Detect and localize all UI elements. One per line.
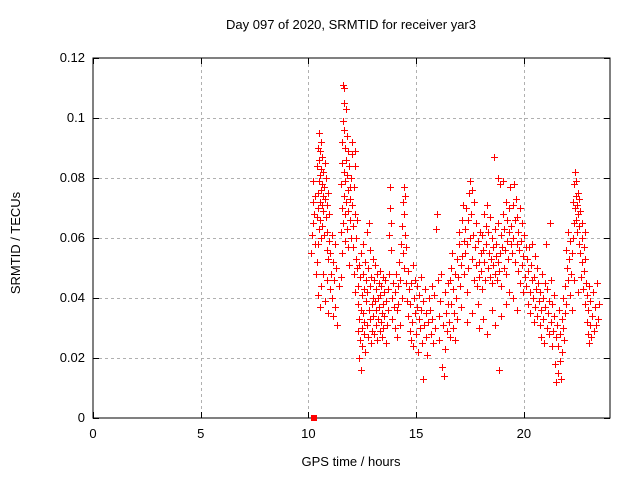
x-axis-label: GPS time / hours [302, 454, 401, 469]
scatter-points [308, 82, 603, 386]
baseline-marker [311, 415, 317, 421]
y-tick-label: 0.02 [60, 350, 85, 365]
y-tick-label: 0.1 [67, 110, 85, 125]
y-tick-label: 0 [78, 410, 85, 425]
y-axis-label: SRMTID / TECUs [8, 191, 23, 294]
x-tick-label: 10 [301, 426, 315, 441]
x-tick-label: 0 [89, 426, 96, 441]
y-tick-label: 0.12 [60, 50, 85, 65]
x-tick-label: 5 [197, 426, 204, 441]
x-tick-label: 20 [517, 426, 531, 441]
chart-title: Day 097 of 2020, SRMTID for receiver yar… [226, 17, 476, 32]
x-tick-label: 15 [409, 426, 423, 441]
y-tick-label: 0.04 [60, 290, 85, 305]
tick-labels: 0 5 10 15 20 0 0.02 0.04 0.06 0.08 0.1 0.12 [60, 50, 531, 441]
y-tick-label: 0.08 [60, 170, 85, 185]
plot-border [92, 57, 611, 419]
y-tick-label: 0.06 [60, 230, 85, 245]
